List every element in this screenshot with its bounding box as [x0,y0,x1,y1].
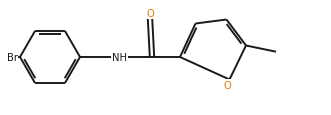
Text: Br: Br [7,53,18,62]
Text: NH: NH [112,53,127,62]
Text: O: O [146,9,154,19]
Text: O: O [223,80,231,90]
